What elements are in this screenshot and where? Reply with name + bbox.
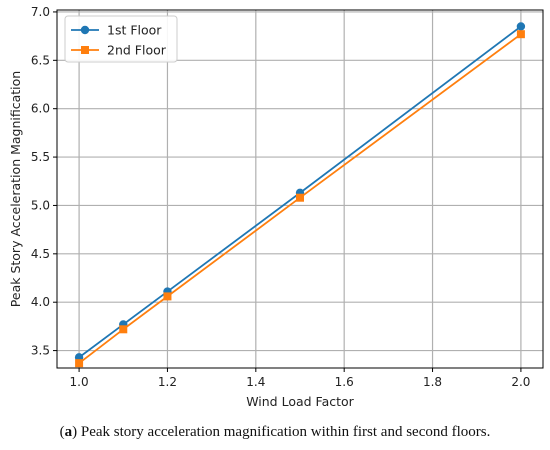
y-tick-label: 7.0 — [31, 5, 50, 19]
legend-label-1st-floor: 1st Floor — [107, 23, 162, 38]
legend-entry-1st-floor: 1st Floor — [71, 23, 162, 38]
y-tick-label: 4.0 — [31, 295, 50, 309]
figure-caption: (a) Peak story acceleration magnificatio… — [59, 424, 491, 440]
data-point-2nd-floor — [296, 193, 304, 202]
legend-marker-2nd-floor — [81, 46, 89, 54]
x-tick-label: 1.6 — [335, 375, 354, 389]
y-axis-label: Peak Story Acceleration Magnification — [8, 71, 23, 307]
legend-label-2nd-floor: 2nd Floor — [107, 43, 167, 58]
y-tick-label: 5.0 — [31, 198, 50, 212]
legend-entry-2nd-floor: 2nd Floor — [71, 43, 167, 58]
data-point-2nd-floor — [75, 359, 84, 368]
y-tick-label: 5.5 — [31, 150, 50, 164]
x-axis-label: Wind Load Factor — [246, 394, 354, 409]
plot-frame — [56, 9, 544, 369]
data-point-2nd-floor — [119, 325, 128, 334]
x-axis-ticks: 1.0 1.2 1.4 1.6 1.8 2.0 — [70, 368, 530, 389]
series-2nd-floor — [75, 30, 525, 368]
x-tick-label: 1.4 — [246, 375, 265, 389]
caption-text: Peak story acceleration magnification wi… — [77, 424, 491, 440]
data-point-2nd-floor — [163, 292, 172, 301]
data-point-2nd-floor — [516, 30, 525, 39]
data-point-1st-floor — [516, 22, 526, 31]
x-tick-label: 2.0 — [511, 375, 530, 389]
series-1st-floor — [74, 22, 526, 362]
legend: 1st Floor 2nd Floor — [64, 15, 178, 63]
y-tick-label: 4.5 — [31, 247, 50, 261]
y-tick-label: 3.5 — [31, 344, 50, 358]
y-tick-label: 6.5 — [31, 53, 50, 67]
caption-letter: a — [64, 424, 73, 440]
line-chart: 1.0 1.2 1.4 1.6 1.8 2.0 3.5 4.0 4.5 5.0 5.5 6.0 6.5… — [8, 5, 544, 409]
x-tick-label: 1.2 — [158, 375, 177, 389]
grid-lines — [57, 10, 543, 368]
x-tick-label: 1.0 — [70, 375, 89, 389]
x-tick-label: 1.8 — [423, 375, 442, 389]
series-layer — [74, 22, 526, 368]
y-tick-label: 6.0 — [31, 102, 50, 116]
legend-marker-1st-floor — [80, 25, 90, 35]
y-axis-ticks: 3.5 4.0 4.5 5.0 5.5 6.0 6.5 7.0 — [31, 5, 57, 358]
